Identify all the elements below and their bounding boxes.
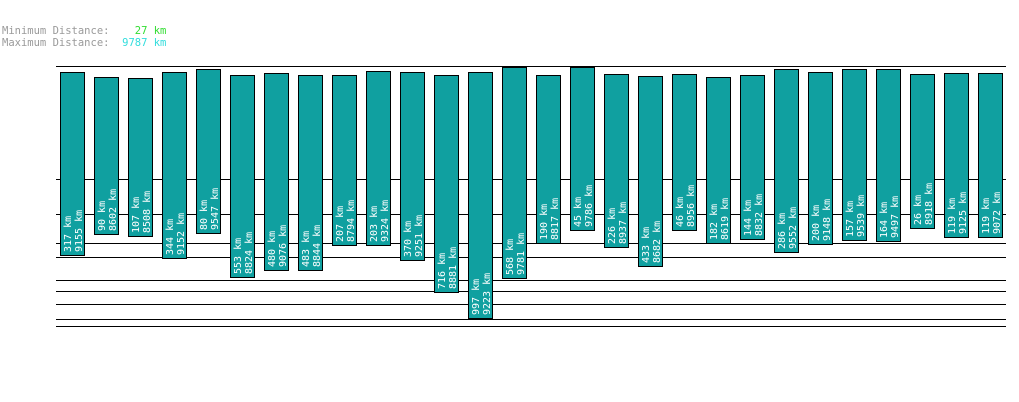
bar-max-label-21: 8832 km [754,194,765,236]
bar-6 [230,75,255,278]
bar-11 [400,72,425,261]
bar-15 [536,75,561,244]
bar-min-label-27: 119 km [947,198,958,234]
bar-max-label-5: 9547 km [210,188,221,230]
bar-max-label-25: 9497 km [890,196,901,238]
bar-min-label-18: 433 km [641,227,652,263]
bar-max-label-11: 9251 km [414,215,425,257]
legend-max-label: Maximum Distance: [2,37,110,49]
bar-5 [196,69,221,234]
bar-max-label-12: 8881 km [448,247,459,289]
bar-min-label-22: 286 km [777,213,788,249]
bar-min-label-20: 182 km [709,204,720,240]
bar-min-label-5: 80 km [199,200,210,230]
bar-25 [876,69,901,242]
bar-min-label-6: 553 km [233,238,244,274]
bar-14 [502,67,527,279]
bar-max-label-6: 8824 km [244,232,255,274]
bar-10 [366,71,391,246]
bar-min-label-26: 26 km [913,195,924,225]
bar-19 [672,74,697,231]
legend-max-value: 9787 km [122,37,167,49]
bar-max-label-24: 9539 km [856,195,867,237]
bar-max-label-20: 8619 km [720,198,731,240]
bar-max-label-7: 9076 km [278,225,289,267]
legend-maximum: Maximum Distance: 9787 km [2,37,166,49]
bar-max-label-19: 8956 km [686,185,697,227]
bar-1 [60,72,85,256]
bar-min-label-19: 46 km [675,197,686,227]
bar-max-label-10: 9324 km [380,200,391,242]
bar-min-label-7: 480 km [267,231,278,267]
bar-4 [162,72,187,259]
bar-9 [332,75,357,246]
bar-27 [944,73,969,238]
bar-max-label-14: 9781 km [516,233,527,275]
bar-18 [638,76,663,267]
bar-2 [94,77,119,235]
gridlines [56,66,1006,327]
bar-min-label-1: 317 km [63,216,74,252]
bar-min-label-25: 164 km [879,202,890,238]
bar-21 [740,75,765,240]
bar-max-label-16: 9786 km [584,185,595,227]
bar-min-label-4: 344 km [165,219,176,255]
bar-min-label-14: 568 km [505,239,516,275]
bar-max-label-2: 8602 km [108,189,119,231]
bar-max-label-23: 9148 km [822,199,833,241]
bar-min-label-21: 144 km [743,200,754,236]
bar-12 [434,75,459,293]
bar-20 [706,77,731,244]
bar-min-label-9: 207 km [335,206,346,242]
bar-17 [604,74,629,248]
bar-28 [978,73,1003,238]
legend-min-value: 27 km [134,25,167,37]
bar-min-label-15: 190 km [539,204,550,240]
bar-3 [128,78,153,237]
bar-16 [570,67,595,231]
bar-max-label-1: 9155 km [74,210,85,252]
bar-min-label-17: 226 km [607,208,618,244]
bar-8 [298,75,323,271]
legend-min-label: Minimum Distance: [2,25,110,37]
bar-labels: 317 km 9155 km 90 km 8602 km 107 km 8508 km 34… [63,183,1003,315]
bar-26 [910,74,935,229]
bar-max-label-26: 8918 km [924,183,935,225]
bar-7 [264,73,289,271]
bar-max-label-9: 8794 km [346,200,357,242]
bar-max-label-3: 8508 km [142,191,153,233]
bar-24 [842,69,867,241]
bar-max-label-28: 9072 km [992,192,1003,234]
bar-23 [808,72,833,245]
bar-min-label-8: 483 km [301,231,312,267]
bar-min-label-28: 119 km [981,198,992,234]
bar-13 [468,72,493,319]
bar-min-label-16: 45 km [573,197,584,227]
legend-minimum: Minimum Distance: 27 km [2,25,166,37]
bar-max-label-15: 8817 km [550,198,561,240]
bar-max-label-17: 8937 km [618,202,629,244]
bar-min-label-11: 370 km [403,221,414,257]
bar-max-label-18: 8682 km [652,221,663,263]
bar-max-label-27: 9125 km [958,192,969,234]
bar-min-label-2: 90 km [97,201,108,231]
bar-min-label-24: 157 km [845,201,856,237]
bar-max-label-4: 9152 km [176,213,187,255]
bar-22 [774,69,799,253]
bar-min-label-12: 716 km [437,253,448,289]
bar-min-label-3: 107 km [131,197,142,233]
bar-max-label-8: 8844 km [312,225,323,267]
bar-max-label-22: 9552 km [788,207,799,249]
bar-min-label-10: 203 km [369,206,380,242]
bar-min-label-23: 200 km [811,205,822,241]
bar-min-label-13: 997 km [471,279,482,315]
bars [60,67,1003,319]
bar-max-label-13: 9223 km [482,273,493,315]
